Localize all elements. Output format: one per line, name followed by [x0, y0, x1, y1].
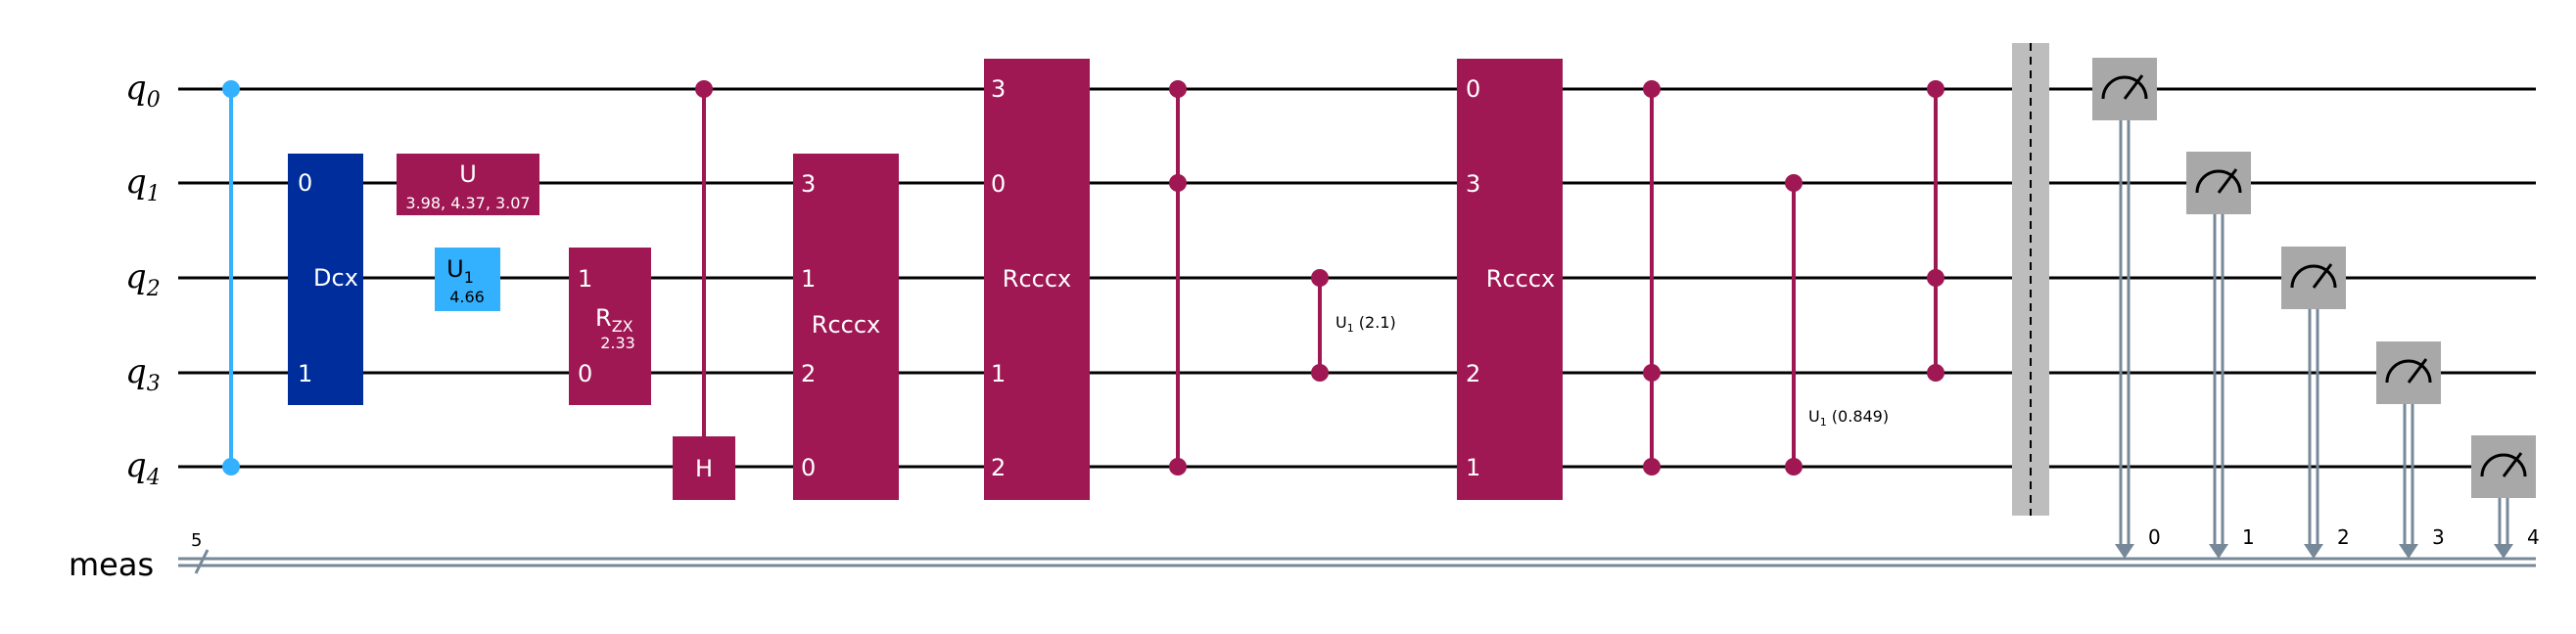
qubit-label-q4: q4: [125, 446, 161, 490]
svg-text:0: 0: [801, 454, 816, 481]
svg-text:1: 1: [1466, 454, 1480, 481]
controlled-h-gate: H: [673, 80, 735, 500]
qubit-label-q0: q0: [125, 68, 161, 113]
register-labels: q0 q1 q2 q3 q4 meas: [69, 68, 161, 583]
meter-icon: [2385, 359, 2432, 384]
rcccx-gate-2: 3 0 Rcccx 1 2: [984, 59, 1090, 500]
control-dot: [1927, 269, 1944, 287]
measure-bit-label: 2: [2337, 525, 2350, 549]
mcz-gate-q0-q1-q4: [1169, 80, 1187, 476]
meter-icon: [2195, 169, 2242, 194]
dcx-gate: 0 Dcx 1: [288, 154, 363, 405]
measure-box: [2186, 152, 2251, 214]
svg-text:U1: U1: [446, 255, 474, 287]
control-dot: [1311, 269, 1329, 287]
svg-text:3: 3: [1466, 170, 1480, 198]
svg-text:1: 1: [578, 265, 592, 293]
control-dot: [1643, 364, 1661, 382]
svg-text:Dcx: Dcx: [313, 264, 358, 292]
svg-text:0: 0: [1466, 75, 1480, 103]
measure-gate-q2: 2: [2281, 247, 2350, 559]
svg-text:U1 (0.849): U1 (0.849): [1808, 407, 1889, 429]
control-dot: [695, 80, 713, 98]
control-dot: [222, 458, 240, 476]
cu1-gate-q1-q4: U1 (0.849): [1785, 174, 1889, 476]
svg-text:2: 2: [1466, 360, 1480, 387]
svg-text:3: 3: [991, 75, 1006, 103]
svg-text:0: 0: [991, 170, 1006, 198]
svg-text:2: 2: [991, 454, 1006, 481]
measure-gate-q3: 3: [2376, 341, 2445, 559]
barrier: [2012, 43, 2049, 516]
measure-bit-label: 3: [2432, 525, 2445, 549]
measure-bit-label: 1: [2242, 525, 2255, 549]
meter-icon: [2290, 264, 2337, 289]
control-dot: [1169, 458, 1187, 476]
svg-text:U1 (2.1): U1 (2.1): [1335, 313, 1396, 335]
control-dot: [1311, 364, 1329, 382]
control-dot: [1927, 364, 1944, 382]
bus-slash: [194, 549, 210, 574]
rcccx-gate-3: 0 3 Rcccx 2 1: [1457, 59, 1563, 500]
svg-text:3.98, 4.37, 3.07: 3.98, 4.37, 3.07: [405, 194, 530, 212]
svg-text:1: 1: [991, 360, 1006, 387]
svg-text:Rcccx: Rcccx: [1486, 265, 1555, 293]
meter-icon: [2101, 75, 2148, 100]
qubit-label-q2: q2: [125, 257, 161, 301]
svg-text:Rcccx: Rcccx: [812, 311, 880, 339]
control-dot: [1643, 458, 1661, 476]
u-gate: U 3.98, 4.37, 3.07: [397, 154, 539, 215]
control-dot: [1169, 80, 1187, 98]
mcz-gate-q0-q2-q3: [1927, 80, 1944, 382]
mcz-gate-q0-q3-q4: [1643, 80, 1661, 476]
classical-register-size: 5: [191, 530, 202, 551]
control-dot: [1643, 80, 1661, 98]
svg-text:4.66: 4.66: [449, 288, 485, 306]
svg-text:RZX: RZX: [595, 304, 633, 336]
svg-text:1: 1: [298, 360, 312, 387]
svg-text:1: 1: [801, 265, 816, 293]
control-dot: [1927, 80, 1944, 98]
measure-gate-q0: 0: [2092, 58, 2161, 559]
meter-icon: [2480, 453, 2527, 477]
measure-box: [2471, 435, 2536, 498]
control-dot: [1169, 174, 1187, 192]
measure-gate-q1: 1: [2186, 152, 2255, 559]
svg-text:2: 2: [801, 360, 816, 387]
measure-box: [2281, 247, 2346, 309]
classical-wire: [178, 549, 2536, 574]
svg-text:H: H: [695, 455, 713, 482]
cz-gate-q0-q4: [222, 80, 240, 476]
svg-text:2.33: 2.33: [600, 334, 635, 352]
control-dot: [222, 80, 240, 98]
control-dot: [1785, 458, 1803, 476]
measurements: 0 1 2 3 4: [2092, 58, 2540, 559]
rzx-gate: 1 RZX 2.33 0: [569, 248, 651, 405]
rcccx-gate-1: 3 1 Rcccx 2 0: [793, 154, 899, 500]
u1-gate: U1 4.66: [435, 248, 500, 311]
qubit-wires: [178, 87, 2536, 469]
classical-register-label: meas: [69, 546, 154, 583]
svg-text:U: U: [459, 160, 477, 188]
svg-text:0: 0: [578, 360, 592, 387]
measure-bit-label: 0: [2148, 525, 2161, 549]
qubit-label-q3: q3: [125, 352, 161, 396]
qubit-label-q1: q1: [125, 162, 161, 206]
measure-box: [2376, 341, 2441, 404]
cu1-gate-q2-q3: U1 (2.1): [1311, 269, 1396, 382]
measure-bit-label: 4: [2527, 525, 2540, 549]
svg-text:3: 3: [801, 170, 816, 198]
measure-gate-q4: 4: [2471, 435, 2540, 559]
svg-text:0: 0: [298, 169, 312, 197]
control-dot: [1785, 174, 1803, 192]
measure-box: [2092, 58, 2157, 120]
svg-text:Rcccx: Rcccx: [1003, 265, 1071, 293]
